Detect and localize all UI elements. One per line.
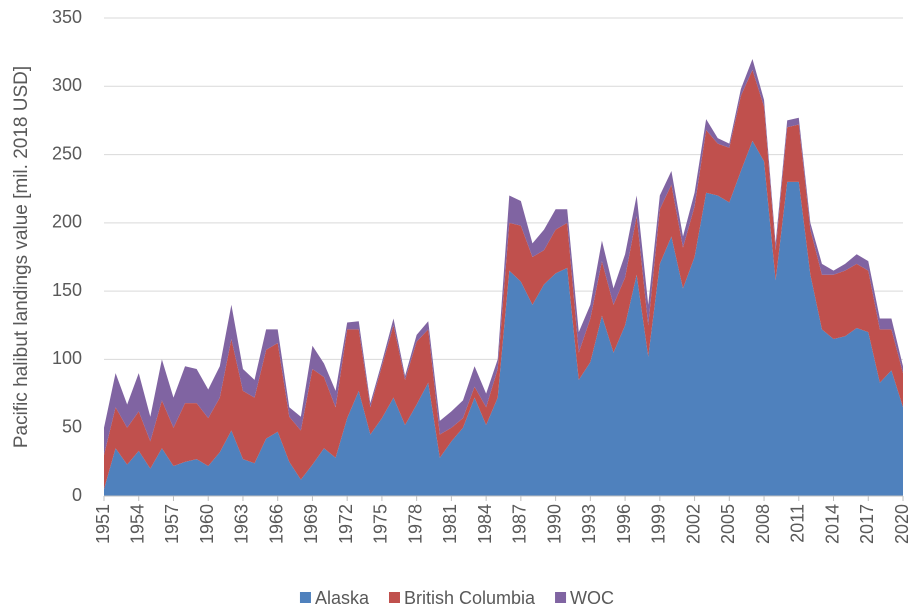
x-tick-label: 1987	[510, 504, 530, 544]
y-tick-label: 150	[52, 280, 82, 300]
x-tick-label: 1990	[544, 504, 564, 544]
x-tick-label: 1975	[371, 504, 391, 544]
x-tick-label: 1969	[301, 504, 321, 544]
y-axis-label: Pacific halibut landings value [mil. 201…	[11, 66, 32, 448]
x-tick-label: 2008	[753, 504, 773, 544]
x-tick-label: 1999	[649, 504, 669, 544]
y-tick-label: 50	[62, 416, 82, 436]
x-tick-label: 1981	[440, 504, 460, 544]
x-tick-label: 2014	[822, 504, 842, 544]
legend: Alaska British Columbia WOC	[299, 588, 614, 608]
x-tick-label: 1972	[336, 504, 356, 544]
x-tick-label: 1954	[127, 504, 147, 544]
x-tick-label: 2011	[788, 504, 808, 543]
x-tick-label: 1957	[162, 504, 182, 544]
legend-swatch	[555, 592, 567, 603]
legend-label: British Columbia	[404, 588, 536, 608]
y-tick-label: 100	[52, 348, 82, 368]
y-tick-label: 200	[52, 212, 82, 232]
legend-swatch	[388, 592, 400, 603]
x-tick-label: 1951	[93, 504, 113, 544]
x-tick-label: 1963	[232, 504, 252, 544]
x-tick-label: 1966	[266, 504, 286, 544]
x-tick-label: 1978	[405, 504, 425, 544]
x-tick-label: 2002	[683, 504, 703, 544]
x-tick-label: 2020	[892, 504, 912, 544]
area	[104, 140, 903, 496]
x-tick-label: 2017	[857, 504, 877, 544]
y-tick-label: 350	[52, 7, 82, 27]
x-tick-label: 1993	[579, 504, 599, 544]
y-tick-label: 0	[72, 485, 82, 505]
x-tick-label: 1984	[475, 504, 495, 544]
y-tick-label: 300	[52, 75, 82, 95]
x-tick-label: 1960	[197, 504, 217, 544]
legend-swatch	[299, 592, 311, 603]
x-tick-label: 2005	[718, 504, 738, 544]
legend-label: WOC	[570, 588, 614, 608]
y-tick-label: 250	[52, 143, 82, 163]
area	[104, 69, 903, 490]
x-tick-label: 1996	[614, 504, 634, 544]
legend-label: Alaska	[315, 588, 370, 608]
